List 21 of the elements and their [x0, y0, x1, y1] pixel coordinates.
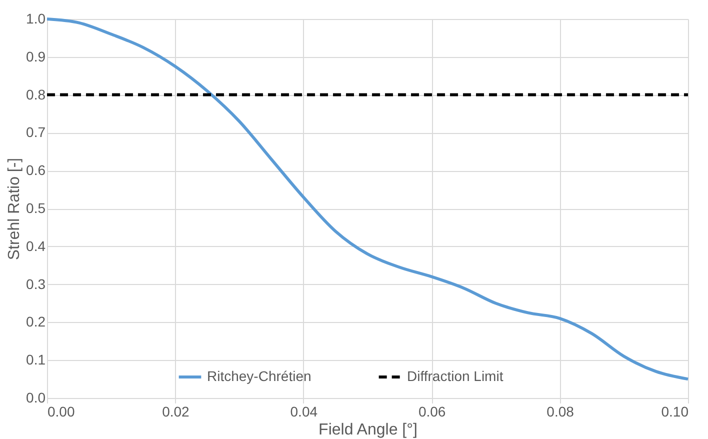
y-tick-label: 0.9	[26, 48, 46, 64]
x-tick-label: 0.10	[661, 404, 689, 420]
x-tick-label: 0.04	[290, 404, 318, 420]
y-tick-label: 0.6	[26, 162, 46, 178]
legend-label: Ritchey-Chrétien	[207, 368, 312, 384]
y-tick-label: 0.5	[26, 200, 46, 216]
y-tick-label: 0.3	[26, 276, 46, 292]
x-tick-label: 0.06	[418, 404, 446, 420]
x-axis-title: Field Angle [°]	[318, 422, 418, 438]
x-tick-label: 0.00	[48, 404, 75, 420]
y-tick-label: 0.8	[26, 86, 46, 102]
y-tick-label: 0.0	[26, 390, 46, 406]
y-tick-label: 0.4	[26, 238, 46, 254]
y-tick-label: 0.7	[26, 124, 46, 140]
y-axis-title: Strehl Ratio [-]	[6, 158, 24, 260]
y-tick-label: 1.0	[26, 10, 46, 26]
x-tick-label: 0.08	[546, 404, 574, 420]
legend-label: Diffraction Limit	[407, 368, 504, 384]
y-tick-label: 0.2	[26, 314, 46, 330]
y-tick-label: 0.1	[26, 352, 46, 368]
x-tick-label: 0.02	[162, 404, 190, 420]
